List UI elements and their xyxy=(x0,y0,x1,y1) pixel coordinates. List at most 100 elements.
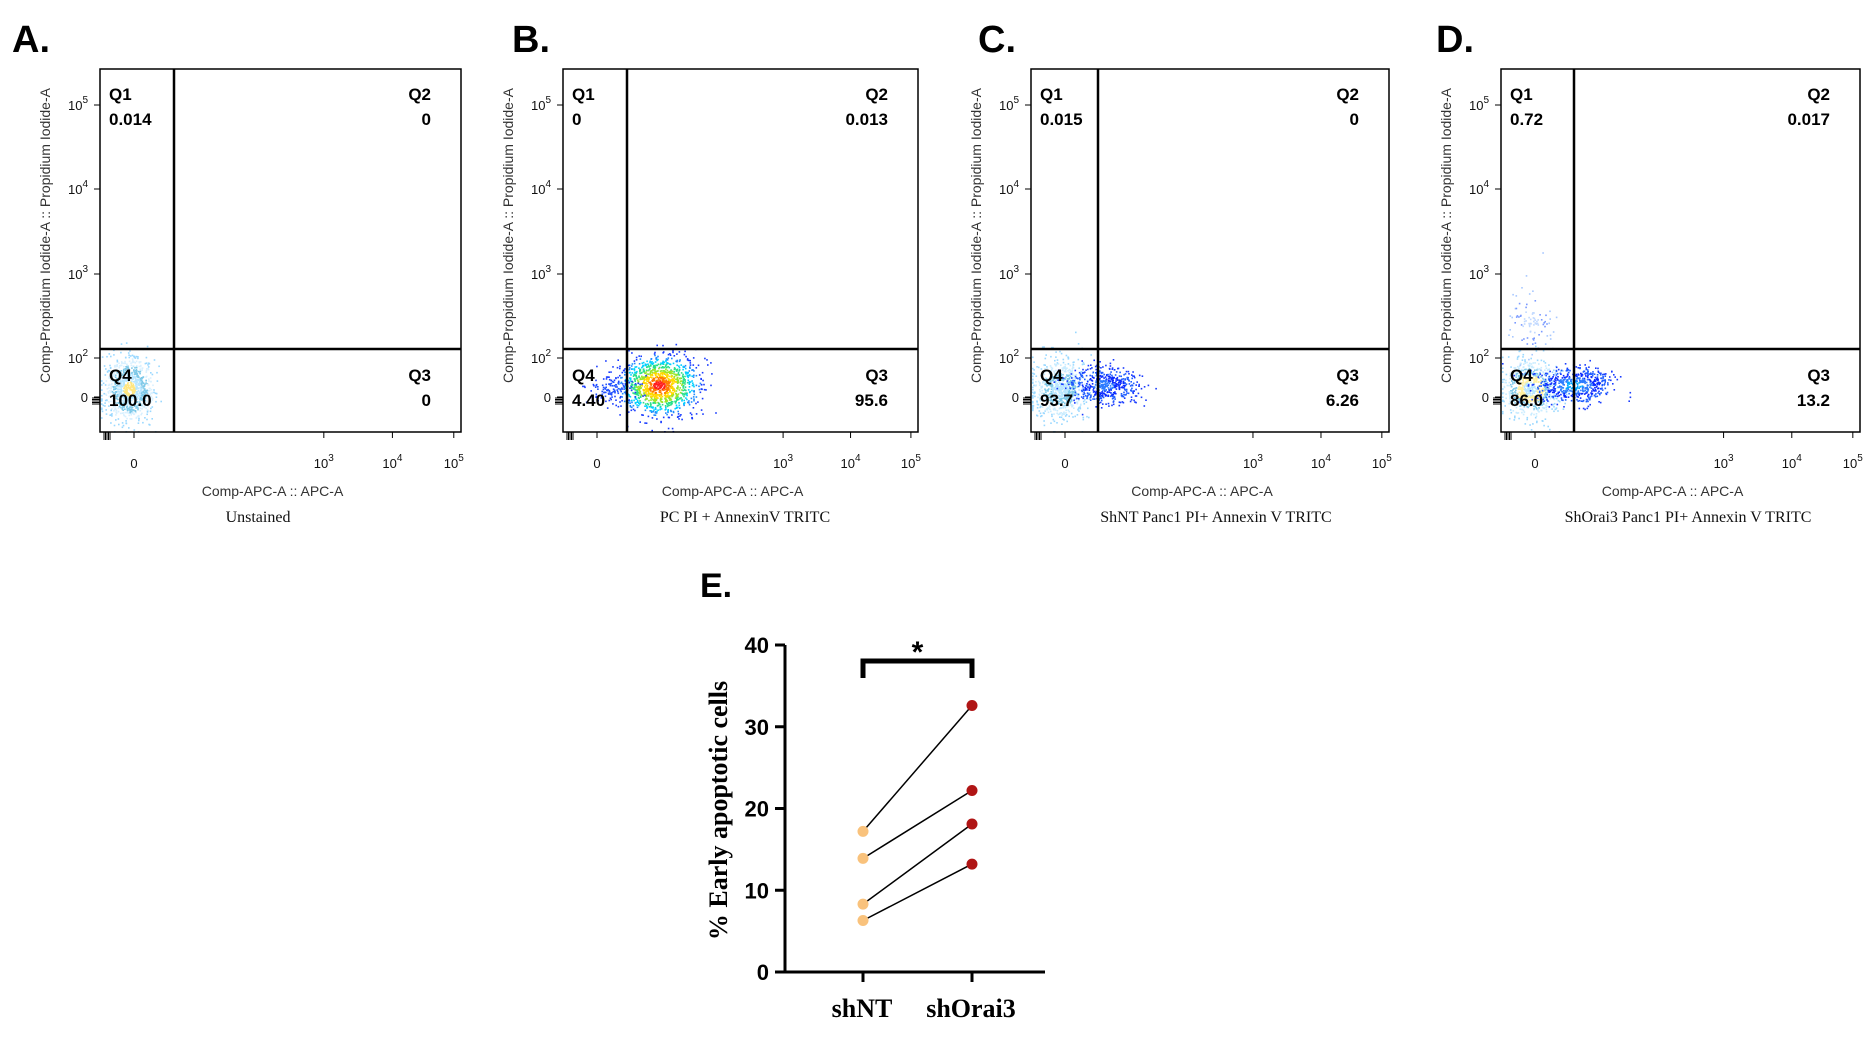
y-tick-label: 105 xyxy=(999,95,1019,113)
y-tick-label: 103 xyxy=(68,264,88,282)
q2-label: Q2 xyxy=(408,85,431,104)
x-tick-label: 105 xyxy=(1843,453,1863,471)
panel-caption: PC PI + AnnexinV TRITC xyxy=(660,509,830,526)
flow-panel-c: C. Q1 0.015 Q2 0 Q4 93.7 Q3 6.26 105 104 103 102 0 0 10… xyxy=(968,19,1392,526)
y-tick-label: 103 xyxy=(999,264,1019,282)
q4-label: Q4 xyxy=(1040,366,1063,385)
y-tick-label: 30 xyxy=(745,715,769,740)
x-tick-label: 104 xyxy=(841,453,861,471)
panel-caption: ShOrai3 Panc1 PI+ Annexin V TRITC xyxy=(1565,509,1812,526)
x-tick-label: 103 xyxy=(314,453,334,471)
panel-caption: ShNT Panc1 PI+ Annexin V TRITC xyxy=(1100,509,1331,526)
q1-value: 0.015 xyxy=(1040,110,1083,129)
y-tick-label: 103 xyxy=(531,264,551,282)
panel-letter: A. xyxy=(12,19,50,61)
q1-value: 0.72 xyxy=(1510,110,1543,129)
x-tick-label: 104 xyxy=(1311,453,1331,471)
y-axis-title: Comp-Propidium Iodide-A :: Propidium Iod… xyxy=(968,87,984,383)
q1-label: Q1 xyxy=(109,85,132,104)
significance-star: * xyxy=(912,636,924,669)
pair-line-4 xyxy=(862,863,973,922)
significance-bracket xyxy=(860,658,975,678)
event-cloud xyxy=(101,342,162,433)
q2-value: 0 xyxy=(422,110,431,129)
x-tick-label: 0 xyxy=(1061,456,1068,471)
panel-letter: C. xyxy=(978,19,1016,61)
x-tick-label: shNT xyxy=(832,994,893,1023)
y-tick-label: 0 xyxy=(1482,390,1489,405)
point-shorai3-4 xyxy=(966,858,978,870)
q2-label: Q2 xyxy=(865,85,888,104)
y-tick-label: 104 xyxy=(1469,179,1489,197)
y-axis-title: Comp-Propidium Iodide-A :: Propidium Iod… xyxy=(1438,87,1454,383)
q1-label: Q1 xyxy=(1510,85,1533,104)
y-tick-label: 102 xyxy=(999,348,1019,366)
q1-value: 0.014 xyxy=(109,110,152,129)
flow-panel-b: B. Q1 0 Q2 0.013 Q4 4.40 Q3 95.6 105 104 103 102 0 0 10… xyxy=(500,19,921,526)
flow-panel-d: D. Q1 0.72 Q2 0.017 Q4 86.0 Q3 13.2 105 104 103 102 0… xyxy=(1436,19,1863,526)
q3-value: 6.26 xyxy=(1326,391,1359,410)
pair-line-1 xyxy=(862,705,973,832)
y-tick-label: 104 xyxy=(999,179,1019,197)
point-shorai3-3 xyxy=(966,818,978,830)
x-tick-label: 0 xyxy=(130,456,137,471)
y-axis-title: Comp-Propidium Iodide-A :: Propidium Iod… xyxy=(500,87,516,383)
point-shorai3-2 xyxy=(966,785,978,797)
q4-label: Q4 xyxy=(109,366,132,385)
y-tick-label: 104 xyxy=(531,179,551,197)
y-tick-label: 102 xyxy=(531,348,551,366)
x-tick-label: shOrai3 xyxy=(926,994,1016,1023)
q4-value: 86.0 xyxy=(1510,391,1543,410)
q3-label: Q3 xyxy=(408,366,431,385)
plot-frame xyxy=(99,68,462,433)
q1-value: 0 xyxy=(572,110,581,129)
plot-frame xyxy=(562,68,919,433)
flow-panel-a: A. Q1 0.014 Q2 0 Q4 100.0 Q3 0 105 104 103 102 0 0 103 1… xyxy=(12,19,464,526)
x-tick-label: 104 xyxy=(1782,453,1802,471)
y-tick-label: 102 xyxy=(68,348,88,366)
y-tick-label: 104 xyxy=(68,179,88,197)
panel-caption: Unstained xyxy=(226,509,291,526)
x-axis-title: Comp-APC-A :: APC-A xyxy=(1602,483,1744,499)
q4-value: 4.40 xyxy=(572,391,605,410)
event-cloud xyxy=(582,343,717,433)
q4-label: Q4 xyxy=(572,366,595,385)
q3-value: 95.6 xyxy=(855,391,888,410)
y-tick-label: 0 xyxy=(1012,390,1019,405)
point-shorai3-1 xyxy=(966,699,978,711)
plot-frame xyxy=(1500,68,1861,433)
q3-label: Q3 xyxy=(1807,366,1830,385)
q1-label: Q1 xyxy=(572,85,595,104)
x-tick-label: 103 xyxy=(1243,453,1263,471)
x-tick-label: 0 xyxy=(1531,456,1538,471)
plot-frame xyxy=(1030,68,1390,433)
panel-letter: B. xyxy=(512,19,550,61)
q1-label: Q1 xyxy=(1040,85,1063,104)
q3-value: 13.2 xyxy=(1797,391,1830,410)
pair-line-3 xyxy=(862,823,973,905)
y-tick-label: 0 xyxy=(544,390,551,405)
panel-letter: E. xyxy=(700,567,732,605)
y-tick-label: 0 xyxy=(757,960,769,985)
y-axis-title: Comp-Propidium Iodide-A :: Propidium Iod… xyxy=(37,87,53,383)
q3-label: Q3 xyxy=(865,366,888,385)
x-tick-label: 105 xyxy=(1372,453,1392,471)
q3-label: Q3 xyxy=(1336,366,1359,385)
pair-line-2 xyxy=(862,789,973,860)
x-tick-label: 0 xyxy=(593,456,600,471)
y-tick-label: 0 xyxy=(81,390,88,405)
q2-value: 0.013 xyxy=(845,110,888,129)
panel-e-chart: E. 0 10 20 30 40 shNT shOrai3 % Early apoptotic … xyxy=(700,567,1045,1023)
q4-value: 93.7 xyxy=(1040,391,1073,410)
point-shnt-2 xyxy=(857,852,869,864)
y-tick-label: 105 xyxy=(1469,95,1489,113)
panel-letter: D. xyxy=(1436,19,1474,61)
y-tick-label: 105 xyxy=(531,95,551,113)
y-tick-label: 20 xyxy=(745,797,769,822)
x-axis-title: Comp-APC-A :: APC-A xyxy=(1131,483,1273,499)
q2-label: Q2 xyxy=(1336,85,1359,104)
event-cloud xyxy=(1032,331,1157,433)
y-tick-label: 10 xyxy=(745,878,769,903)
x-tick-label: 103 xyxy=(1714,453,1734,471)
